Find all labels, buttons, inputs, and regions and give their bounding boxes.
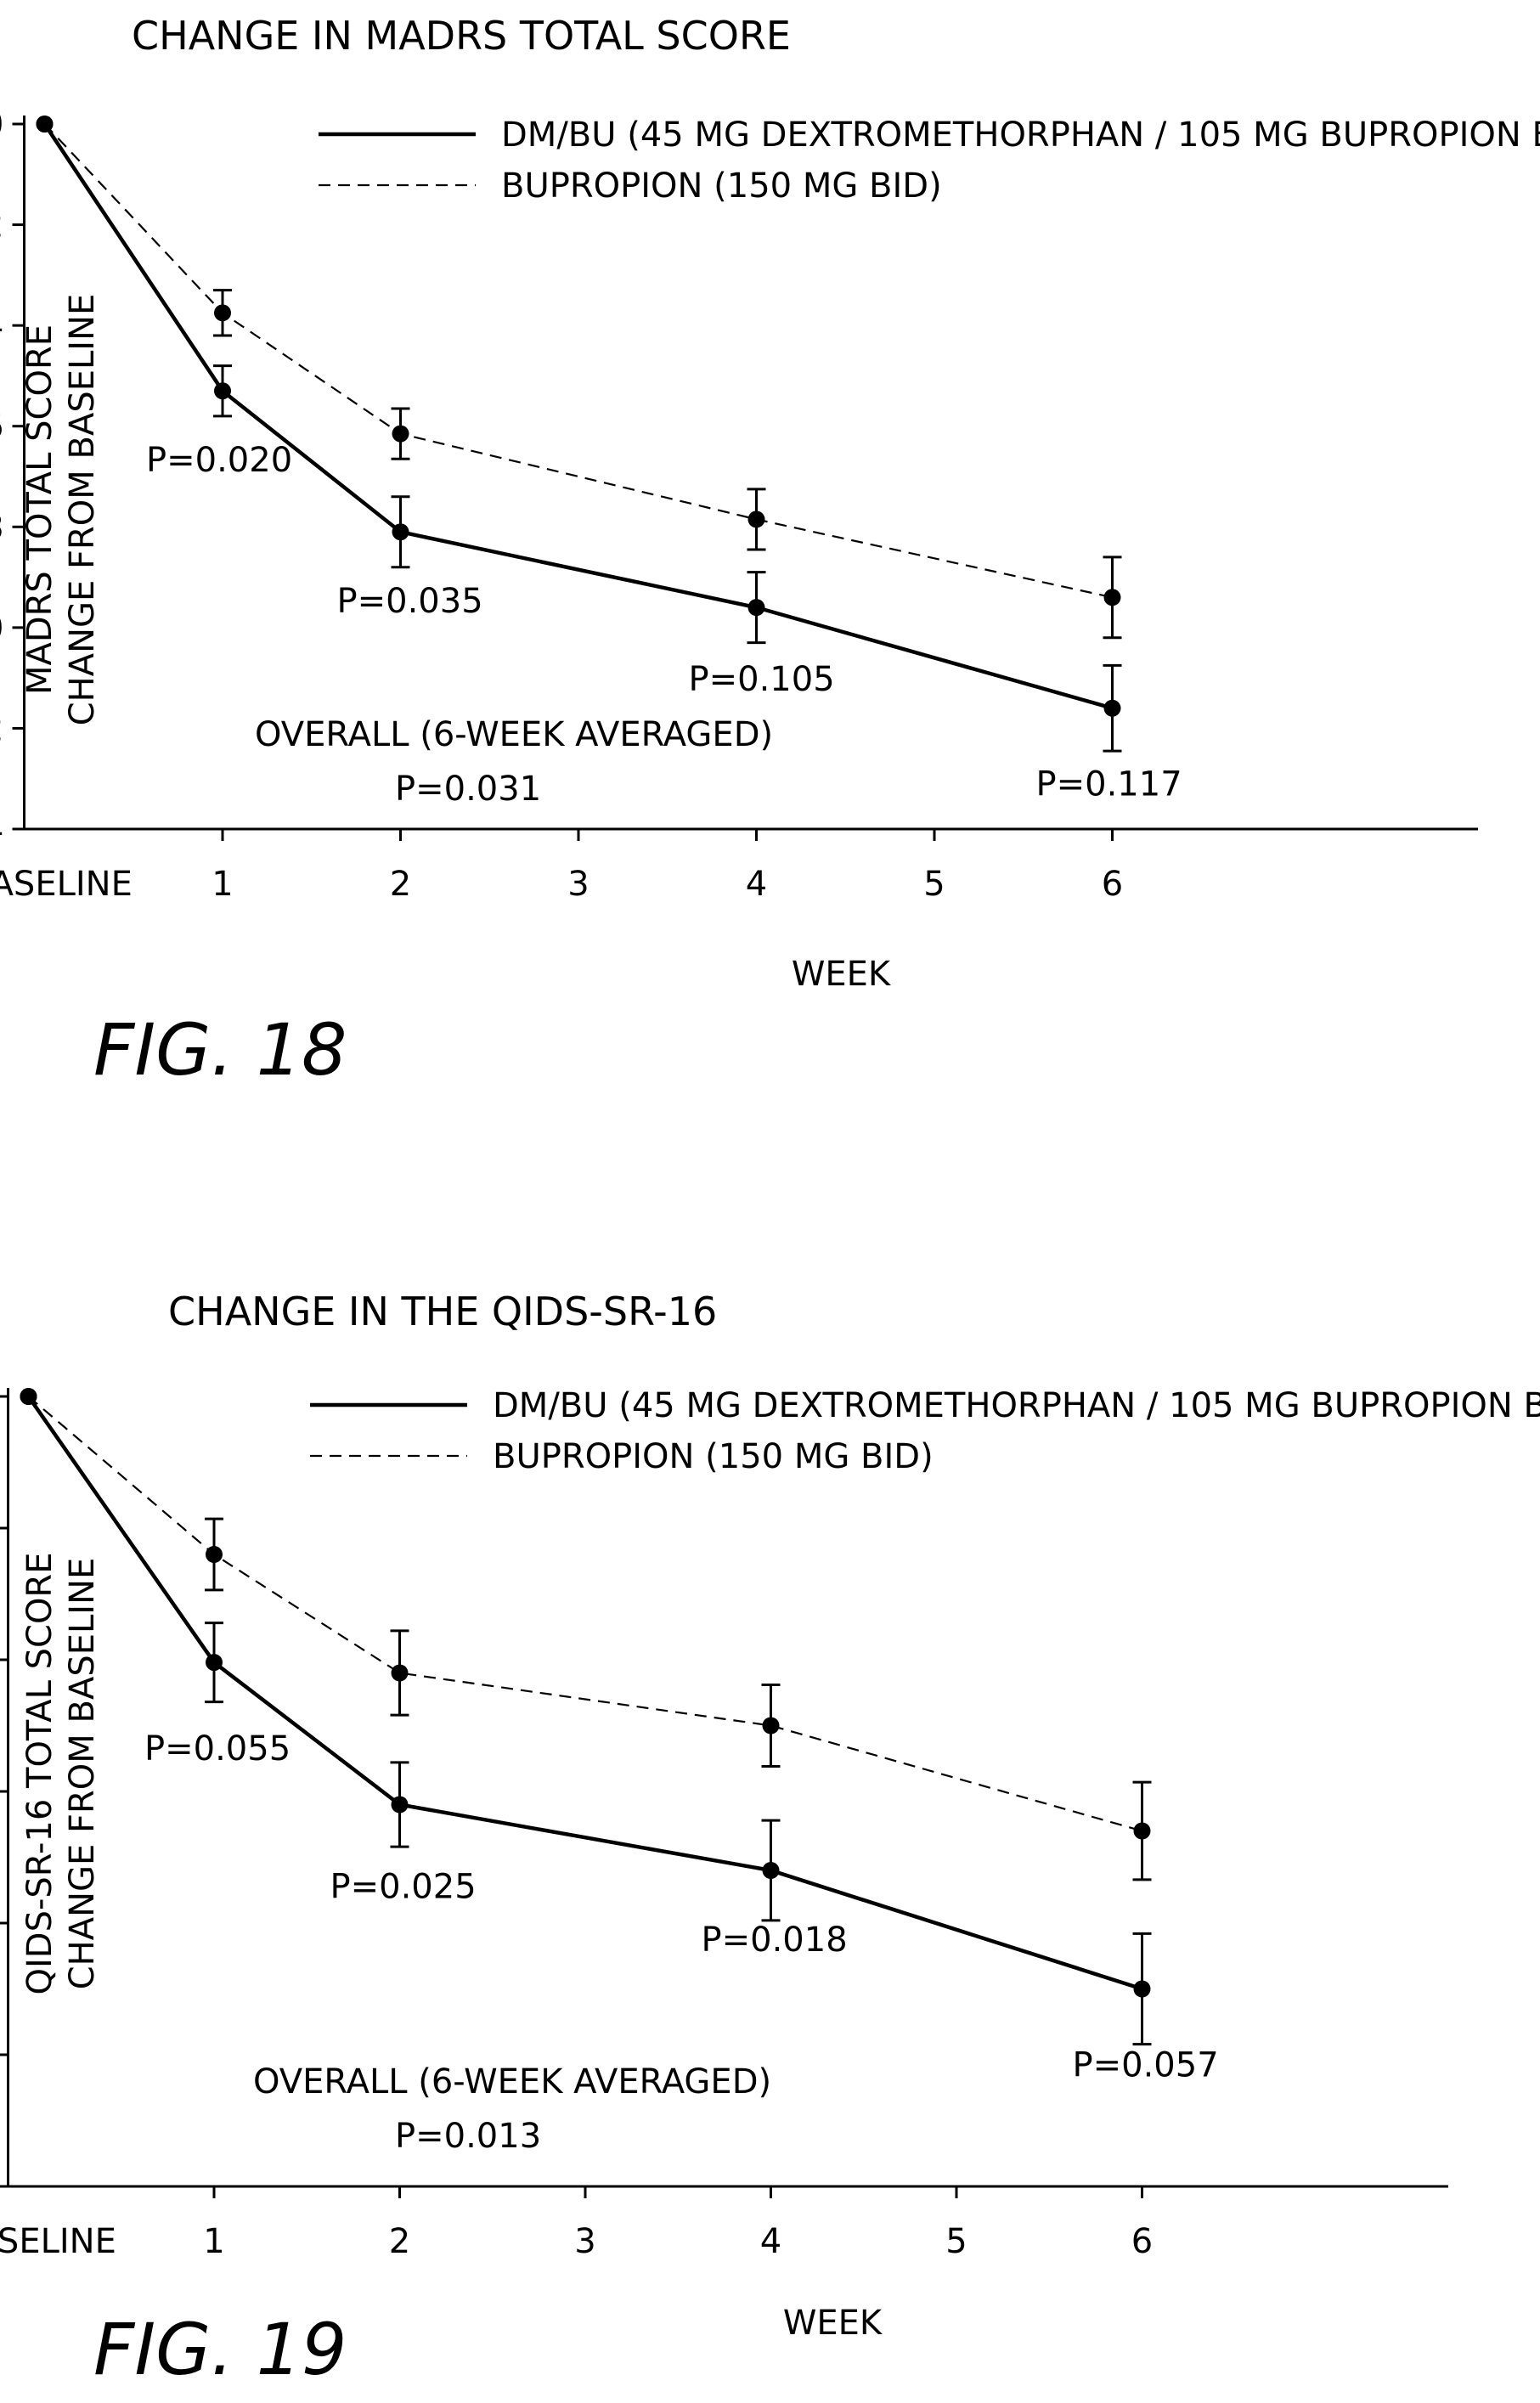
data-point: [762, 1717, 780, 1735]
series-line: [27, 1396, 1142, 1832]
p-value-annotation: P=0.018: [702, 1921, 848, 1960]
x-tick-label: 3: [567, 865, 589, 904]
y-tick-label: -14: [0, 810, 4, 849]
y-axis-label: MADRS TOTAL SCORE CHANGE FROM BASELINE: [20, 294, 102, 726]
data-point: [36, 116, 54, 133]
x-tick-label: 6: [1102, 865, 1123, 904]
data-point: [1103, 699, 1121, 717]
x-tick-label: 5: [945, 2222, 967, 2261]
series-bupropion: [36, 116, 1122, 640]
x-tick-label: 6: [1131, 2222, 1153, 2261]
data-point: [391, 1796, 409, 1814]
p-value-annotation: P=0.020: [146, 441, 292, 480]
p-value-annotation: P=0.035: [337, 582, 483, 621]
figure-label: FIG. 18: [93, 1008, 347, 1092]
x-tick-label: BASELINE: [0, 865, 133, 904]
p-value-annotation: P=0.055: [144, 1729, 291, 1768]
data-point: [392, 425, 409, 443]
data-point: [214, 382, 231, 400]
y-tick-label: -2: [0, 206, 4, 245]
x-tick-label: 2: [390, 865, 411, 904]
data-point: [206, 1546, 223, 1563]
p-value-annotation: P=0.025: [330, 1868, 477, 1907]
chart-qids: CHANGE IN THE QIDS-SR-16 QIDS-SR-16 TOTA…: [0, 1289, 1540, 2391]
data-point: [747, 599, 765, 617]
y-tick-label: -12: [0, 709, 4, 748]
axes: 0 -2 -4 -6 -8 -10 -12 -14 BASELINE 1 2 3 4 5 6: [0, 105, 1478, 904]
y-tick-label: -6: [0, 408, 4, 447]
data-point: [1133, 1822, 1151, 1840]
overall-p-value: P=0.031: [395, 770, 541, 809]
y-axis-label-line1: QIDS-SR-16 TOTAL SCORE: [20, 1553, 59, 1995]
p-value-annotation: P=0.105: [689, 660, 835, 699]
overall-label: OVERALL (6-WEEK AVERAGED): [255, 715, 773, 754]
y-tick-label: -10: [0, 609, 4, 648]
data-point: [392, 523, 409, 541]
y-axis-label-line2: CHANGE FROM BASELINE: [63, 1558, 102, 1990]
data-point: [391, 1664, 409, 1682]
figure-label: FIG. 19: [93, 2308, 347, 2391]
y-tick-label: -4: [0, 307, 4, 346]
x-tick-label: BASELINE: [0, 2222, 116, 2261]
y-tick-label: 0: [0, 105, 4, 144]
axes: 0-1-2-3-4-5-6BASELINE123456: [0, 1388, 1448, 2261]
data-point: [206, 1654, 223, 1672]
x-tick-label: 1: [203, 2222, 224, 2261]
chart-madrs: CHANGE IN MADRS TOTAL SCORE MADRS TOTAL …: [0, 13, 1540, 1092]
y-axis-label-line1: MADRS TOTAL SCORE: [20, 324, 59, 695]
data-point: [747, 510, 765, 528]
x-tick-label: 1: [212, 865, 233, 904]
series-line: [42, 122, 1114, 710]
y-tick-label: -8: [0, 508, 4, 547]
x-axis-label: WEEK: [783, 2304, 883, 2343]
data-point: [1133, 1980, 1151, 1998]
data-point: [214, 304, 231, 322]
legend: DM/BU (45 MG DEXTROMETHORPHAN / 105 MG B…: [310, 1386, 1540, 1476]
y-axis-label-line2: CHANGE FROM BASELINE: [63, 294, 102, 726]
series-dm-bu: [20, 1388, 1152, 2046]
legend: DM/BU (45 MG DEXTROMETHORPHAN / 105 MG B…: [319, 116, 1540, 206]
series-dm-bu: [36, 116, 1122, 753]
x-tick-label: 4: [746, 865, 767, 904]
series-line: [26, 1395, 1143, 1991]
p-value-annotation: P=0.057: [1073, 2046, 1219, 2085]
legend-label-bupropion: BUPROPION (150 MG BID): [493, 1437, 934, 1476]
data-point: [1103, 589, 1121, 606]
x-tick-label: 4: [760, 2222, 781, 2261]
legend-label-dm-bu: DM/BU (45 MG DEXTROMETHORPHAN / 105 MG B…: [501, 116, 1540, 155]
overall-label: OVERALL (6-WEEK AVERAGED): [253, 2062, 771, 2101]
chart-title: CHANGE IN MADRS TOTAL SCORE: [132, 13, 791, 59]
x-tick-label: 5: [923, 865, 945, 904]
p-value-annotation: P=0.117: [1036, 765, 1182, 804]
legend-label-bupropion: BUPROPION (150 MG BID): [501, 166, 942, 206]
data-point: [20, 1388, 37, 1405]
series-bupropion: [20, 1388, 1152, 1881]
data-point: [762, 1862, 780, 1879]
x-axis-label: WEEK: [792, 955, 892, 994]
overall-p-value: P=0.013: [395, 2117, 541, 2156]
y-axis-label: QIDS-SR-16 TOTAL SCORE CHANGE FROM BASEL…: [20, 1553, 102, 1995]
x-tick-label: 2: [389, 2222, 410, 2261]
x-tick-label: 3: [574, 2222, 595, 2261]
chart-title: CHANGE IN THE QIDS-SR-16: [168, 1289, 717, 1334]
legend-label-dm-bu: DM/BU (45 MG DEXTROMETHORPHAN / 105 MG B…: [493, 1386, 1540, 1425]
